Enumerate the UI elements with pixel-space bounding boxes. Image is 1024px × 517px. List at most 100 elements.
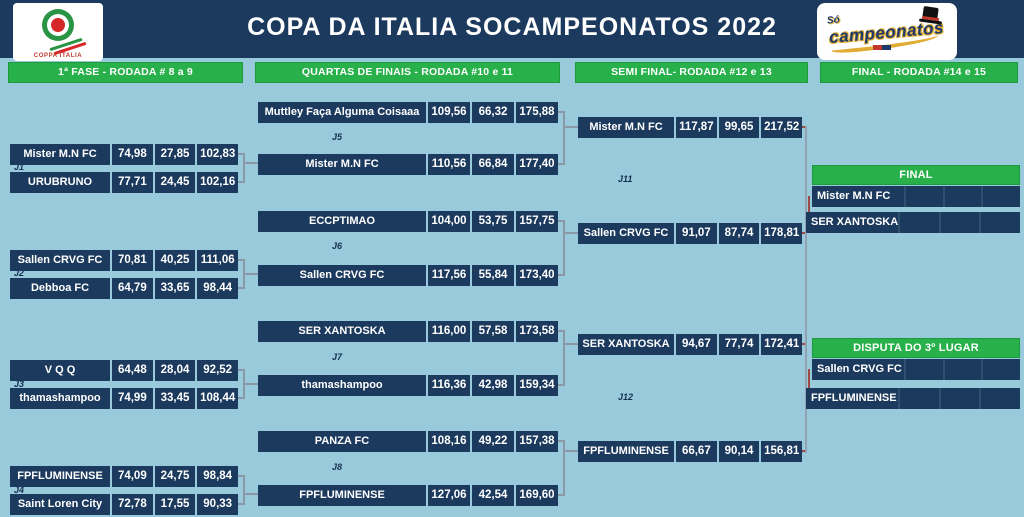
team-name: FPFLUMINENSE — [299, 489, 385, 501]
score-empty — [981, 359, 1020, 380]
team-name: URUBRUNO — [27, 176, 93, 188]
score-r2: 53,75 — [470, 211, 514, 232]
bracket-j8 — [558, 440, 565, 496]
team-row-j11-a[interactable]: Mister M.N FC 117,87 99,65 217,52 — [578, 117, 802, 138]
team-name: SER XANTOSKA — [811, 216, 898, 228]
score-total: 172,41 — [759, 334, 802, 355]
score-r2: 77,74 — [716, 334, 760, 355]
team-row-j5-b[interactable]: Mister M.N FC 110,56 66,84 177,40 — [258, 154, 558, 175]
stub-j12-loser — [802, 450, 805, 452]
score-r2: 24,75 — [152, 466, 196, 487]
final-header: FINAL — [812, 165, 1020, 185]
team-row-j3-b[interactable]: thamashampoo 74,99 33,45 108,44 — [10, 388, 238, 409]
team-name: FPFLUMINENSE — [811, 392, 897, 404]
stub-j11-winner — [802, 126, 805, 128]
bracket-j6 — [558, 220, 565, 276]
team-row-j8-a[interactable]: PANZA FC 108,16 49,22 157,38 — [258, 431, 558, 452]
team-name: FPFLUMINENSE — [583, 445, 669, 457]
team-row-j12-a[interactable]: SER XANTOSKA 94,67 77,74 172,41 — [578, 334, 802, 355]
score-total: 169,60 — [514, 485, 558, 506]
team-name: Sallen CRVG FC — [299, 269, 385, 281]
team-row-j2-a[interactable]: Sallen CRVG FC 70,81 40,25 111,06 — [10, 250, 238, 271]
team-row-j6-b[interactable]: Sallen CRVG FC 117,56 55,84 173,40 — [258, 265, 558, 286]
team-name: Sallen CRVG FC — [583, 227, 669, 239]
score-r1: 64,48 — [110, 360, 153, 381]
coppa-italia-logo: COPPA ITALIA — [13, 3, 103, 61]
bracket-j4 — [238, 475, 245, 505]
team-row-j1-a[interactable]: Mister M.N FC 74,98 27,85 102,83 — [10, 144, 238, 165]
score-empty — [898, 388, 939, 409]
score-r2: 99,65 — [716, 117, 760, 138]
score-r2: 90,14 — [716, 441, 760, 462]
score-r1: 66,67 — [674, 441, 717, 462]
score-total: 108,44 — [195, 388, 238, 409]
score-total: 157,75 — [514, 211, 558, 232]
coppa-italia-target-icon — [42, 9, 74, 41]
match-label-j5: J5 — [332, 132, 343, 142]
score-r1: 72,78 — [110, 494, 153, 515]
score-empty — [938, 212, 980, 233]
team-row-j3-a[interactable]: V Q Q 64,48 28,04 92,52 — [10, 360, 238, 381]
team-name: SER XANTOSKA — [298, 325, 386, 337]
team-row-j4-b[interactable]: Saint Loren City 72,78 17,55 90,33 — [10, 494, 238, 515]
score-total: 177,40 — [514, 154, 558, 175]
stub-j11-loser — [802, 232, 805, 234]
score-r2: 33,65 — [152, 278, 196, 299]
team-row-j8-b[interactable]: FPFLUMINENSE 127,06 42,54 169,60 — [258, 485, 558, 506]
match-label-j8: J8 — [332, 462, 343, 472]
round-header-semifinal: SEMI FINAL- RODADA #12 e 13 — [575, 62, 808, 83]
score-r1: 74,98 — [110, 144, 153, 165]
team-name: thamashampoo — [301, 379, 383, 391]
final-team-row-b[interactable]: SER XANTOSKA — [806, 212, 1020, 233]
round-header-fase1: 1ª FASE - RODADA # 8 a 9 — [8, 62, 243, 83]
match-label-j1: J1 — [14, 162, 25, 172]
final-box-bracket — [808, 196, 810, 222]
stub-j6 — [565, 232, 578, 234]
score-empty — [904, 359, 943, 380]
socampeonatos-logo: Só campeonatos — [817, 3, 957, 60]
match-label-j3: J3 — [14, 379, 25, 389]
score-r2: 66,84 — [470, 154, 514, 175]
team-row-j4-a[interactable]: FPFLUMINENSE 74,09 24,75 98,84 — [10, 466, 238, 487]
score-r2: 42,54 — [470, 485, 514, 506]
score-total: 92,52 — [195, 360, 238, 381]
score-r1: 116,36 — [426, 375, 470, 396]
team-row-j1-b[interactable]: URUBRUNO 77,71 24,45 102,16 — [10, 172, 238, 193]
team-name: V Q Q — [44, 364, 76, 376]
match-label-j4: J4 — [14, 485, 25, 495]
score-r1: 94,67 — [674, 334, 717, 355]
bracket-j3 — [238, 369, 245, 399]
score-total: 217,52 — [759, 117, 802, 138]
team-row-j5-a[interactable]: Muttley Faça Alguma Coisaaa 109,56 66,32… — [258, 102, 558, 123]
team-row-j11-b[interactable]: Sallen CRVG FC 91,07 87,74 178,81 — [578, 223, 802, 244]
final-spine — [805, 126, 807, 453]
stub-j2 — [245, 273, 258, 275]
team-row-j7-b[interactable]: thamashampoo 116,36 42,98 159,34 — [258, 375, 558, 396]
score-total: 111,06 — [195, 250, 238, 271]
team-row-j7-a[interactable]: SER XANTOSKA 116,00 57,58 173,58 — [258, 321, 558, 342]
bracket-j1 — [238, 153, 245, 183]
score-r2: 17,55 — [152, 494, 196, 515]
score-r1: 117,87 — [674, 117, 717, 138]
final-team-row-a[interactable]: Mister M.N FC — [812, 186, 1020, 207]
score-r1: 91,07 — [674, 223, 717, 244]
score-total: 98,44 — [195, 278, 238, 299]
score-empty — [898, 212, 939, 233]
score-r2: 42,98 — [470, 375, 514, 396]
stub-j4 — [245, 493, 258, 495]
team-row-j2-b[interactable]: Debboa FC 64,79 33,65 98,44 — [10, 278, 238, 299]
team-row-j6-a[interactable]: ECCPTIMAO 104,00 53,75 157,75 — [258, 211, 558, 232]
score-r1: 64,79 — [110, 278, 153, 299]
team-name: ECCPTIMAO — [309, 215, 375, 227]
match-label-j7: J7 — [332, 352, 343, 362]
team-row-j12-b[interactable]: FPFLUMINENSE 66,67 90,14 156,81 — [578, 441, 802, 462]
score-total: 157,38 — [514, 431, 558, 452]
third-place-team-row-a[interactable]: Sallen CRVG FC — [812, 359, 1020, 380]
third-place-team-row-b[interactable]: FPFLUMINENSE — [806, 388, 1020, 409]
round-header-quartas: QUARTAS DE FINAIS - RODADA #10 e 11 — [255, 62, 560, 83]
score-r1: 74,99 — [110, 388, 153, 409]
bracket-j7 — [558, 330, 565, 386]
score-r1: 116,00 — [426, 321, 470, 342]
team-name: Mister M.N FC — [23, 148, 97, 160]
